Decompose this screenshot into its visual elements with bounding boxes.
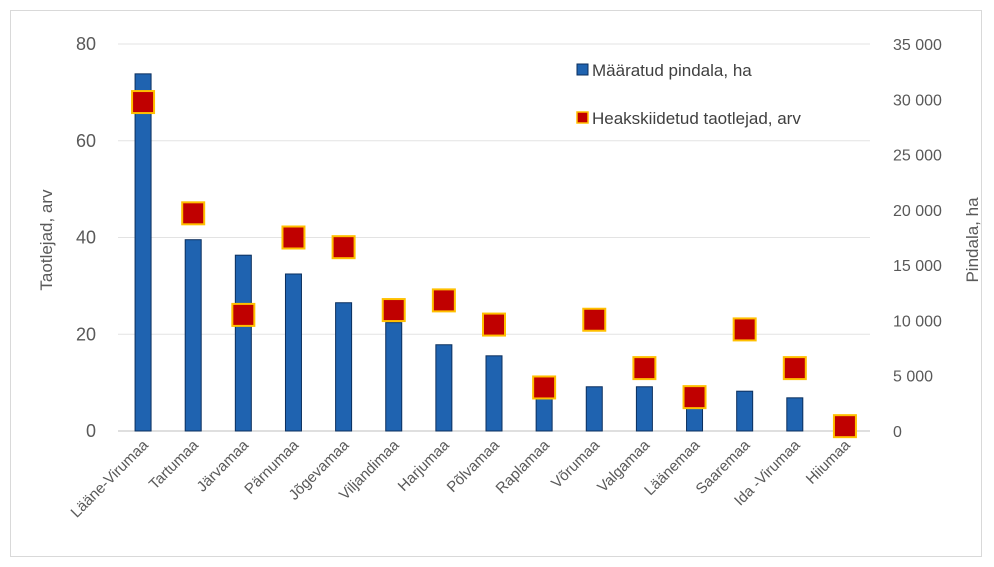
bar [485, 355, 503, 432]
marker-point [431, 288, 456, 313]
marker-point [331, 235, 356, 260]
marker-series [131, 90, 857, 439]
marker-point [682, 385, 707, 410]
bar [134, 73, 152, 432]
chart-frame [10, 10, 982, 557]
bar [335, 302, 353, 432]
right-tick-label: 25 000 [893, 148, 942, 165]
legend-label-bar: Määratud pindala, ha [592, 61, 752, 80]
bar [184, 239, 202, 432]
left-tick-label: 60 [76, 131, 96, 151]
category-labels: Lääne-VirumaaTartumaaJärvamaaPärnumaaJõg… [68, 436, 855, 521]
category-label: Läänemaa [641, 436, 704, 499]
bar [736, 390, 754, 432]
legend: Määratud pindala, ha Heakskiidetud taotl… [576, 61, 801, 128]
legend-swatch-bar [576, 63, 589, 76]
bar [284, 273, 302, 432]
category-label: Hiiumaa [803, 436, 854, 487]
right-tick-label: 35 000 [893, 37, 942, 54]
bar-series [134, 73, 804, 432]
right-tick-label: 20 000 [893, 203, 942, 220]
marker-point [582, 307, 607, 332]
bar [234, 254, 252, 432]
left-axis-ticks: 0 20 40 60 80 [76, 34, 96, 441]
bar [635, 386, 653, 432]
right-tick-label: 30 000 [893, 92, 942, 109]
legend-label-marker: Heakskiidetud taotlejad, arv [592, 109, 801, 128]
left-tick-label: 80 [76, 34, 96, 54]
marker-point [381, 298, 406, 323]
marker-point [632, 356, 657, 381]
left-tick-label: 0 [86, 421, 96, 441]
left-tick-label: 40 [76, 228, 96, 248]
marker-point [482, 312, 506, 337]
bar [435, 344, 453, 432]
category-label: Lääne-Virumaa [68, 436, 153, 521]
right-axis-title: Pindala, ha [963, 197, 982, 283]
legend-swatch-marker [576, 111, 589, 124]
right-tick-label: 5 000 [893, 369, 933, 386]
left-tick-label: 20 [76, 324, 96, 344]
left-axis-title: Taotlejad, arv [37, 189, 56, 291]
bar [686, 405, 704, 432]
marker-point [532, 375, 557, 400]
right-tick-label: 0 [893, 424, 902, 441]
bar [535, 394, 553, 432]
marker-point [732, 317, 757, 342]
bar [786, 397, 804, 432]
marker-point [281, 225, 306, 250]
marker-point [181, 201, 206, 226]
right-tick-label: 10 000 [893, 313, 942, 330]
right-axis-ticks: 0 5 000 10 000 15 000 20 000 25 000 30 000 35 0… [893, 37, 942, 441]
marker-point [832, 414, 857, 439]
category-label: Raplamaa [493, 436, 554, 497]
right-tick-label: 15 000 [893, 258, 942, 275]
marker-point [782, 356, 807, 381]
bar [385, 322, 403, 432]
marker-point [231, 302, 256, 327]
bar [585, 386, 603, 432]
marker-point [131, 90, 156, 115]
